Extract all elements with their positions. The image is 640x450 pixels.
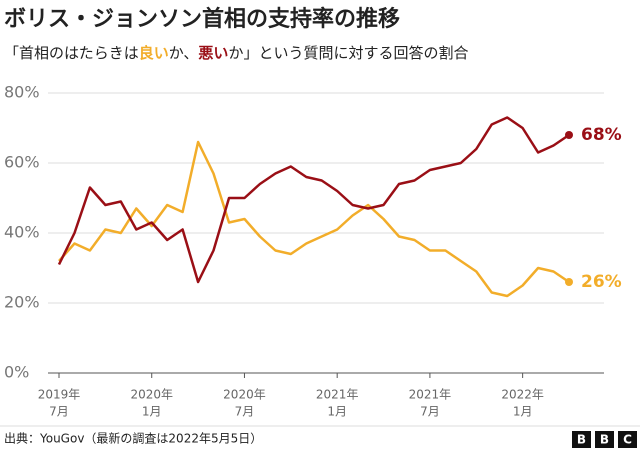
x-tick-label: 2021年	[316, 388, 359, 402]
logo-letter: C	[623, 433, 632, 447]
y-tick-label: 80%	[4, 83, 40, 102]
x-tick-label: 1月	[142, 405, 162, 419]
value-label: 26%	[581, 272, 622, 292]
subtitle-bad: 悪い	[198, 44, 228, 62]
value-label: 68%	[581, 125, 622, 145]
y-tick-label: 20%	[4, 293, 40, 312]
subtitle-good: 良い	[139, 44, 169, 62]
x-tick-label: 2020年	[130, 388, 173, 402]
x-tick-label: 2020年	[223, 388, 266, 402]
y-tick-label: 0%	[4, 363, 29, 382]
logo-box	[595, 431, 614, 448]
logo-letter: B	[577, 433, 586, 447]
x-tick-label: 1月	[513, 405, 533, 419]
x-tick-label: 2022年	[501, 388, 544, 402]
logo-letter: B	[600, 433, 609, 447]
chart-subtitle: 「首相のはたらきは良いか、悪いか」という質問に対する回答の割合	[4, 44, 468, 62]
end-point	[565, 278, 573, 286]
x-tick-label: 7月	[420, 405, 440, 419]
y-tick-label: 60%	[4, 153, 40, 172]
subtitle-part: か」という質問に対する回答の割合	[228, 44, 468, 62]
x-tick-label: 1月	[327, 405, 347, 419]
series-line	[57, 116, 570, 284]
series-line	[58, 140, 570, 298]
logo-box	[618, 431, 637, 448]
y-tick-label: 40%	[4, 223, 40, 242]
x-tick-label: 7月	[235, 405, 255, 419]
chart-title: ボリス・ジョンソン首相の支持率の推移	[4, 6, 400, 32]
subtitle-part: 「首相のはたらきは	[4, 44, 139, 62]
source: 出典：YouGov（最新の調査は2022年5月5日）	[4, 431, 262, 446]
logo-box	[572, 431, 591, 448]
subtitle-part: か、	[169, 44, 199, 62]
x-tick-label: 2019年	[38, 388, 81, 402]
x-tick-label: 2021年	[409, 388, 452, 402]
x-tick-label: 7月	[49, 405, 69, 419]
end-point	[565, 131, 573, 139]
